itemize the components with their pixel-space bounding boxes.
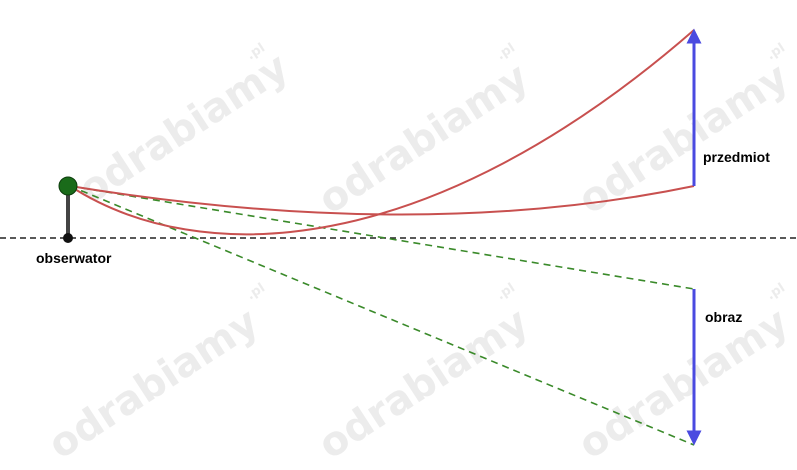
watermark-text: odrabiamy	[40, 299, 266, 468]
watermark-text: odrabiamy	[310, 299, 536, 468]
observer-foot	[63, 233, 73, 243]
watermark-suffix: .pl	[764, 281, 788, 304]
watermark-text: odrabiamy	[70, 44, 296, 213]
sight-line-upper	[69, 185, 695, 290]
watermark-text: odrabiamy	[570, 299, 796, 468]
watermark-suffix: .pl	[244, 281, 268, 304]
watermark-text: odrabiamy	[570, 54, 796, 223]
observer-label: obserwator	[36, 250, 112, 266]
watermark-suffix: .pl	[494, 281, 518, 304]
image-label: obraz	[705, 309, 742, 325]
light-ray-bottom	[69, 185, 695, 216]
object-label: przedmiot	[703, 149, 770, 165]
watermark-text: odrabiamy	[310, 54, 536, 223]
sight-line-lower	[69, 185, 695, 446]
light-ray-top	[69, 29, 695, 236]
watermark: odrabiamy odrabiamy odrabiamy odrabiamy …	[40, 41, 796, 469]
observer-head	[58, 176, 78, 196]
observer	[58, 176, 78, 243]
